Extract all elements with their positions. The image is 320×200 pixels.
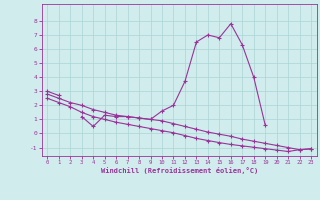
X-axis label: Windchill (Refroidissement éolien,°C): Windchill (Refroidissement éolien,°C) [100,167,258,174]
